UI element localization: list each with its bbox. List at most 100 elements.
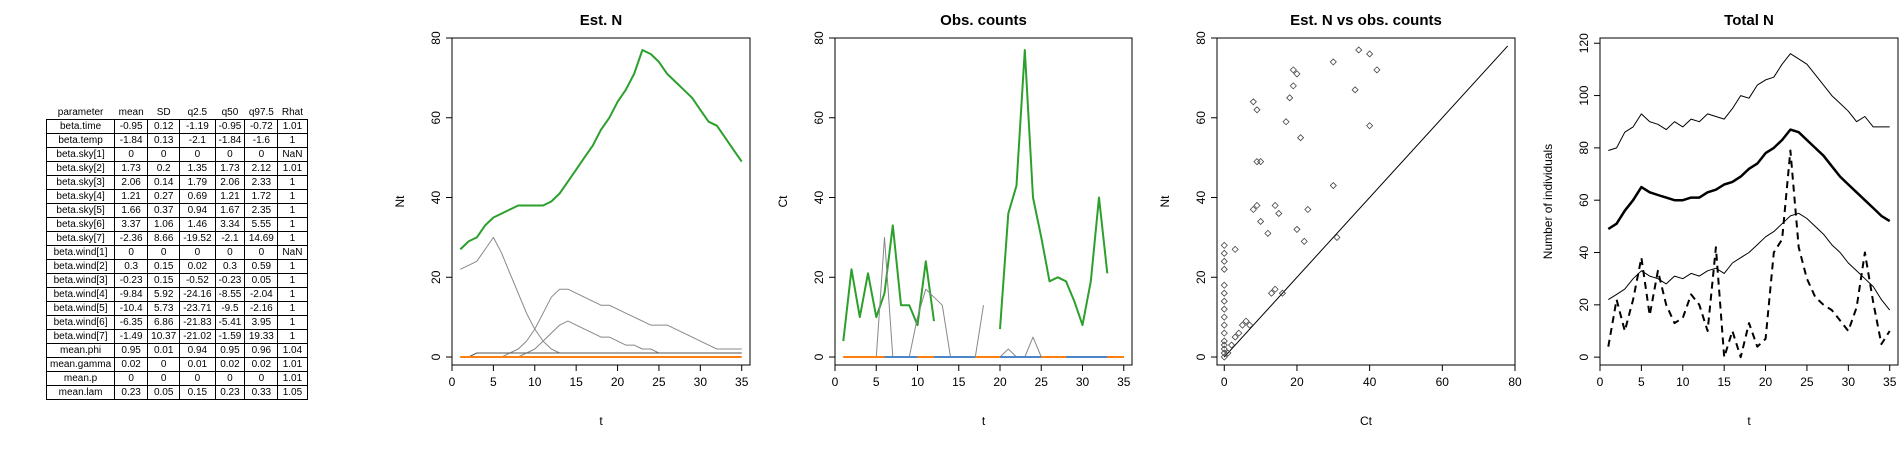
scatter-point: [1249, 205, 1257, 214]
x-tick-label: 5: [873, 375, 880, 389]
x-tick-label: 40: [1363, 375, 1377, 389]
scatter-point: [1220, 321, 1228, 329]
scatter-point: [1275, 209, 1283, 218]
parameter-name-cell: mean.lam: [45, 385, 116, 400]
parameter-table-header: parameter mean SD q2.5 q50 q97.5 Rhat: [47, 106, 308, 120]
scatter-point: [1329, 181, 1337, 190]
scatter-point: [1249, 98, 1257, 106]
scatter-point: [1264, 229, 1272, 237]
series-line: [868, 236, 984, 358]
table-row: beta.wind[7] -1.49 10.37 -21.02 -1.59 19.33 1: [45, 329, 308, 344]
x-tick-label: 35: [1117, 375, 1131, 389]
y-tick-label: 20: [429, 270, 443, 284]
series-line: [460, 352, 742, 358]
total-n-chart: Total N 0 5 10 15 20 25 30 35 0 20 40 60 80 100 120 t Num…: [1541, 12, 1899, 428]
scatter-point: [1242, 317, 1250, 325]
table-row: beta.time -0.95 0.12 -1.19 -0.95 -0.72 1.01: [45, 119, 308, 134]
scatter-point: [1235, 329, 1243, 337]
x-tick-label: 15: [952, 375, 966, 389]
x-tick-label: 20: [993, 375, 1007, 389]
column-header: Rhat: [281, 107, 303, 118]
y-tick-label: 20: [812, 270, 826, 284]
y-axis-label: Ct: [776, 195, 790, 208]
series-line: [842, 224, 935, 342]
series-line: [460, 236, 742, 354]
scatter-point: [1366, 50, 1374, 58]
scatter-point: [1282, 118, 1290, 126]
y-tick-label: 40: [429, 191, 443, 205]
scatter-point: [1220, 353, 1228, 361]
scatter-point: [1220, 265, 1228, 273]
scatter-point: [1220, 241, 1228, 249]
scatter-point: [1253, 201, 1261, 210]
table-row: beta.sky[2] 1.73 0.2 1.35 1.73 2.12 1.01: [45, 161, 308, 176]
series-line: [460, 288, 742, 358]
scatter-point: [1289, 66, 1297, 74]
y-tick-label: 120: [1577, 33, 1591, 53]
y-tick-label: 60: [1194, 111, 1208, 125]
column-header: q50: [221, 107, 239, 118]
table-row: mean.gamma 0.02 0 0.01 0.02 0.02 1.01: [45, 357, 308, 372]
scatter-point: [1220, 249, 1228, 257]
series-line: [460, 320, 742, 358]
x-tick-label: 30: [1842, 375, 1856, 389]
x-tick-label: 25: [1800, 375, 1814, 389]
plot-frame: [1599, 37, 1899, 366]
y-tick-label: 80: [812, 31, 826, 45]
chart-title: Est. N vs obs. counts: [1290, 12, 1442, 29]
x-tick-label: 20: [1759, 375, 1773, 389]
x-tick-label: 10: [1676, 375, 1690, 389]
obs-counts-chart: Obs. counts 0 5 10 15 20 25 30 35 0 20 40 60 80 t Ct: [776, 12, 1133, 428]
scatter-point: [1366, 122, 1374, 130]
scatter-point: [1224, 349, 1232, 357]
scatter-point: [1231, 245, 1239, 253]
est-n-vs-obs-counts-chart: Est. N vs obs. counts 0 20 40 60 80 0 20 40 60 80 C…: [1158, 12, 1522, 428]
table-row: beta.sky[5] 1.66 0.37 0.94 1.67 2.35 1: [45, 203, 308, 218]
x-tick-label: 5: [1638, 375, 1645, 389]
scatter-point: [1271, 285, 1279, 293]
x-tick-label: 0: [449, 375, 456, 389]
chart-title: Obs. counts: [940, 12, 1027, 29]
column-header: parameter: [57, 107, 104, 118]
x-axis-label: Ct: [1360, 414, 1373, 428]
x-tick-label: 25: [652, 375, 666, 389]
x-tick-label: 80: [1508, 375, 1522, 389]
scatter-point: [1220, 313, 1228, 321]
y-tick-label: 0: [1194, 353, 1208, 360]
y-axis-label: Nt: [393, 195, 407, 208]
column-header: q2.5: [187, 107, 208, 118]
table-row: beta.wind[5] -10.4 5.73 -23.71 -9.5 -2.16 1: [45, 301, 308, 316]
scatter-point: [1220, 257, 1228, 265]
series-line: [999, 49, 1109, 330]
x-tick-label: 15: [1717, 375, 1731, 389]
table-row: mean.p 0 0 0 0 0 1.01: [45, 371, 308, 386]
chart-title: Total N: [1724, 12, 1774, 29]
y-tick-label: 80: [1577, 141, 1591, 155]
table-cell: 0.23: [214, 385, 246, 400]
y-tick-label: 0: [1577, 353, 1591, 360]
scatter-point: [1289, 82, 1297, 90]
y-axis-label: Nt: [1158, 195, 1172, 208]
x-tick-label: 10: [528, 375, 542, 389]
table-row: beta.temp -1.84 0.13 -2.1 -1.84 -1.6 1: [45, 133, 308, 148]
y-tick-label: 40: [1194, 191, 1208, 205]
table-row: beta.wind[4] -9.84 5.92 -24.16 -8.55 -2.04 1: [45, 287, 308, 302]
table-row: beta.sky[7] -2.36 8.66 -19.52 -2.1 14.69 1: [45, 231, 308, 246]
scatter-point: [1253, 158, 1261, 166]
scatter-point: [1373, 66, 1381, 74]
scatter-point: [1220, 297, 1228, 305]
scatter-point: [1300, 237, 1308, 245]
x-tick-label: 10: [911, 375, 925, 389]
x-tick-label: 30: [1076, 375, 1090, 389]
series-line: [1608, 212, 1891, 311]
table-row: mean.lam 0.23 0.05 0.15 0.23 0.33 1.05: [45, 385, 308, 400]
y-tick-label: 40: [812, 191, 826, 205]
x-axis-label: t: [599, 414, 603, 428]
scatter-point: [1257, 158, 1265, 166]
series-line: [999, 336, 1050, 358]
series-line: [1608, 53, 1890, 151]
x-axis-label: t: [1747, 414, 1751, 428]
table-row: beta.sky[6] 3.37 1.06 1.46 3.34 5.55 1: [45, 217, 308, 232]
scatter-point: [1220, 305, 1228, 313]
